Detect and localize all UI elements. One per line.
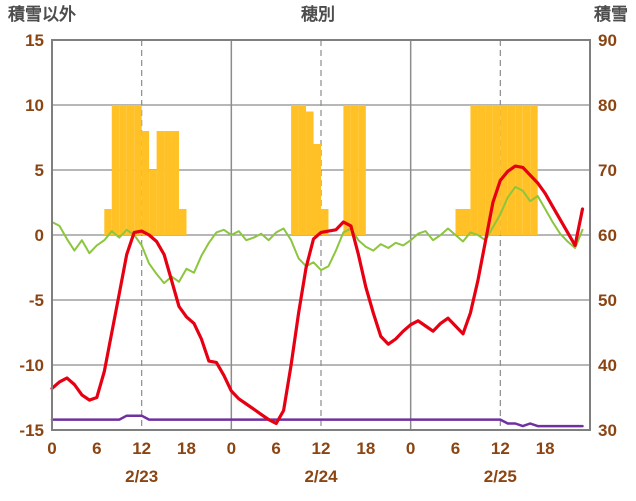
date-label: 2/24 [304, 467, 338, 486]
right-tick-label: 30 [598, 421, 617, 440]
sunshine-bar [164, 131, 172, 235]
right-tick-label: 80 [598, 96, 617, 115]
right-tick-label: 60 [598, 226, 617, 245]
sunshine-bar [119, 105, 127, 235]
left-tick-label: 15 [25, 31, 44, 50]
sunshine-bar [141, 131, 150, 235]
right-tick-label: 50 [598, 291, 617, 310]
sunshine-bar [358, 105, 366, 235]
right-tick-label: 40 [598, 356, 617, 375]
hour-tick-label: 0 [227, 439, 236, 458]
sunshine-bar [485, 105, 493, 235]
sunshine-bar [134, 105, 142, 235]
sunshine-bar [492, 105, 501, 235]
hour-tick-label: 12 [312, 439, 331, 458]
left-tick-label: -5 [29, 291, 44, 310]
sunshine-bar [343, 105, 351, 235]
right-tick-label: 90 [598, 31, 617, 50]
chart-title: 穂別 [301, 5, 335, 24]
left-tick-label: -15 [19, 421, 44, 440]
hour-tick-label: 18 [356, 439, 375, 458]
hour-tick-label: 0 [47, 439, 56, 458]
sunshine-bar [298, 105, 307, 235]
hour-tick-label: 18 [177, 439, 196, 458]
date-label: 2/23 [125, 467, 158, 486]
hour-tick-label: 18 [536, 439, 555, 458]
hour-tick-label: 6 [92, 439, 101, 458]
date-label: 2/25 [484, 467, 517, 486]
sunshine-bar [530, 105, 538, 235]
sunshine-bar [350, 105, 359, 235]
left-tick-label: 5 [35, 161, 44, 180]
hour-tick-label: 6 [271, 439, 280, 458]
sunshine-bar [470, 105, 478, 235]
sunshine-bar [477, 105, 486, 235]
plot-border [51, 39, 591, 431]
left-axis-title: 積雪以外 [8, 5, 76, 24]
sunshine-bar [104, 209, 112, 235]
sunshine-bar [126, 105, 135, 235]
purple-line [50, 414, 584, 428]
sunshine-bar [313, 144, 321, 235]
red-line [50, 164, 585, 426]
sunshine-bar [111, 105, 120, 235]
right-axis-title: 積雪 [594, 5, 628, 24]
sunshine-bar [455, 209, 463, 235]
left-tick-label: -10 [19, 356, 44, 375]
sunshine-bar [291, 105, 299, 235]
sunshine-bar [156, 131, 165, 235]
green-line [51, 185, 584, 285]
hour-tick-label: 12 [132, 439, 151, 458]
sunshine-bar [306, 111, 314, 235]
sunshine-bar [179, 209, 187, 235]
sunshine-bar [321, 209, 329, 235]
sunshine-bar [500, 105, 508, 235]
sunshine-bar [149, 170, 157, 235]
sunshine-bar [515, 105, 523, 235]
hour-tick-label: 0 [406, 439, 415, 458]
left-tick-label: 0 [35, 226, 44, 245]
left-tick-label: 10 [25, 96, 44, 115]
sunshine-bar [462, 209, 471, 235]
hour-tick-label: 12 [491, 439, 510, 458]
sunshine-bar [171, 131, 180, 235]
hour-tick-label: 6 [451, 439, 460, 458]
right-tick-label: 70 [598, 161, 617, 180]
